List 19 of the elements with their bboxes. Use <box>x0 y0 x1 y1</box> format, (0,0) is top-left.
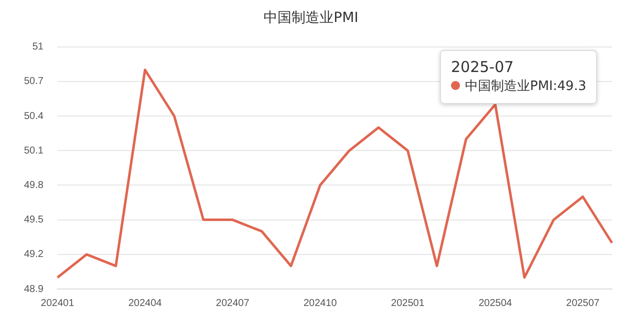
y-tick-label: 48.9 <box>24 284 44 295</box>
y-tick-label: 50.7 <box>24 76 44 88</box>
y-tick-label: 50.1 <box>24 145 44 156</box>
x-tick-label: 202507 <box>566 298 600 309</box>
x-tick-label: 202401 <box>40 298 75 309</box>
annotation: :49.3 <box>552 79 586 94</box>
x-tick-label: 202407 <box>216 298 250 309</box>
y-tick-label: 49.5 <box>24 214 44 226</box>
chart-title: 中国制造业PMI <box>264 10 358 26</box>
legend-label: 中国制造业PMI <box>465 79 553 94</box>
y-tick-label: 49.2 <box>24 249 44 260</box>
x-tick-label: 202404 <box>128 298 162 309</box>
y-tick-label: 51 <box>32 42 44 53</box>
x-tick-label: 202410 <box>303 298 338 309</box>
x-tick-label: 202504 <box>478 298 512 309</box>
y-tick-label: 50.4 <box>24 110 44 122</box>
y-tick-label: 49.8 <box>24 180 44 191</box>
annotation: 2025-07 <box>451 57 515 77</box>
x-tick-label: 202501 <box>391 298 425 309</box>
